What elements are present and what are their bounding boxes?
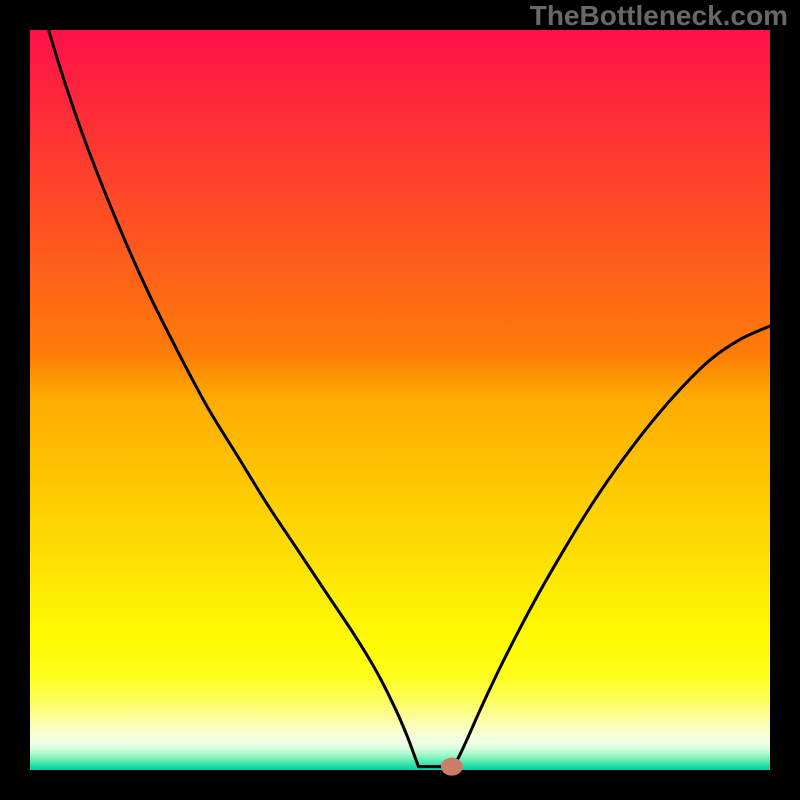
chart-container: TheBottleneck.com: [0, 0, 800, 800]
plot-background: [30, 30, 770, 770]
chart-svg: [0, 0, 800, 800]
watermark-text: TheBottleneck.com: [530, 0, 788, 32]
optimal-point-marker: [441, 758, 463, 776]
